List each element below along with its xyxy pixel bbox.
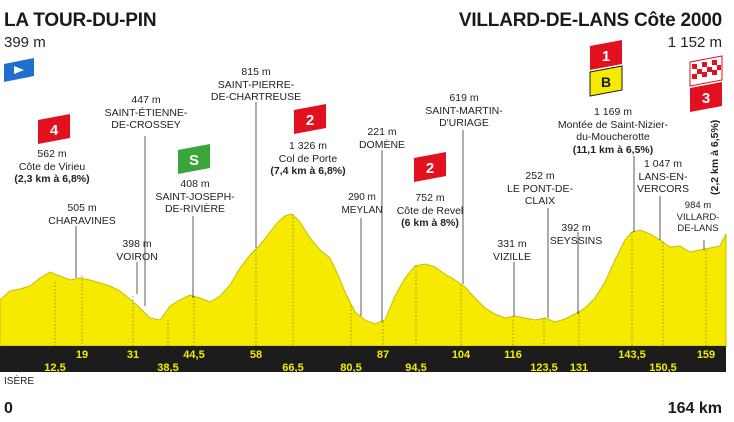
label-lans-en-vercors: 1 047 m LANS-EN- VERCORS — [637, 158, 689, 195]
svg-text:1: 1 — [602, 48, 610, 65]
label-leaders — [75, 102, 705, 322]
cat2-badge-porte: 2 — [294, 104, 326, 134]
finish-flag-icon — [689, 55, 723, 87]
label-domene: 221 m DOMÈNE — [358, 126, 406, 151]
svg-text:2: 2 — [426, 160, 434, 177]
label-vizille: 331 m VIZILLE — [493, 238, 531, 263]
svg-text:S: S — [189, 152, 199, 169]
finish-altitude: 1 152 m — [667, 34, 722, 51]
start-altitude: 399 m — [4, 34, 46, 51]
km-marker: 116 — [504, 349, 522, 361]
km-marker: 123,5 — [530, 362, 558, 374]
svg-text:B: B — [601, 74, 611, 90]
label-saint-nizier: 1 169 m Montée de Saint-Nizier-du-Moucher… — [557, 106, 669, 156]
label-virieu: 562 m Côte de Virieu (2,3 km à 6,8%) — [14, 148, 90, 185]
distance-start: 0 — [4, 400, 13, 417]
cat1-badge: 1 — [590, 40, 622, 70]
km-marker: 94,5 — [405, 362, 426, 374]
km-marker: 31 — [127, 349, 139, 361]
label-saint-pierre: 815 m SAINT-PIERRE- DE-CHARTREUSE — [210, 66, 302, 103]
region-label: ISÈRE — [4, 376, 35, 387]
km-ticks: 12,5 19 31 38,5 44,5 58 66,5 80,5 87 94,5 104 116 12… — [44, 349, 715, 374]
km-marker: 58 — [250, 349, 262, 361]
km-marker: 87 — [377, 349, 389, 361]
km-marker: 44,5 — [183, 349, 204, 361]
sprint-badge: S — [178, 144, 210, 174]
km-marker: 131 — [570, 362, 588, 374]
label-voiron: 398 m VOIRON — [116, 238, 158, 263]
svg-text:2: 2 — [306, 112, 314, 129]
label-meylan: 290 m MEYLAN — [341, 192, 383, 216]
label-pont-de-claix: 252 m LE PONT-DE- CLAIX — [507, 170, 573, 207]
start-flag-icon — [4, 58, 34, 82]
final-climb-detail: (2,2 km à 6,5%) — [709, 120, 721, 195]
distance-end: 164 km — [667, 400, 722, 417]
km-marker: 150,5 — [649, 362, 677, 374]
cat3-badge: 3 — [690, 82, 722, 112]
label-saint-martin: 619 m SAINT-MARTIN- D'URIAGE — [425, 92, 503, 129]
km-marker: 104 — [452, 349, 471, 361]
label-charavines: 505 m CHARAVINES — [48, 202, 116, 227]
label-seyssins: 392 m SEYSSINS — [549, 222, 603, 247]
km-marker: 19 — [76, 349, 88, 361]
label-saint-etienne: 447 m SAINT-ÉTIENNE- DE-CROSSEY — [104, 94, 188, 131]
km-marker: 38,5 — [157, 362, 178, 374]
cat2-badge-revel: 2 — [414, 152, 446, 182]
km-axis-band — [0, 346, 726, 372]
finish-town-title: VILLARD-DE-LANS Côte 2000 — [458, 10, 722, 31]
label-col-de-porte: 1 326 m Col de Porte (7,4 km à 6,8%) — [270, 140, 346, 177]
label-saint-joseph: 408 m SAINT-JOSEPH- DE-RIVIÈRE — [155, 178, 235, 215]
cat4-badge: 4 — [38, 114, 70, 144]
km-marker: 143,5 — [618, 349, 646, 361]
elevation-profile — [0, 213, 727, 347]
km-marker: 66,5 — [282, 362, 303, 374]
label-cote-de-revel: 752 m Côte de Revel (6 km à 8%) — [396, 192, 464, 229]
km-marker: 12,5 — [44, 362, 65, 374]
km-marker: 159 — [697, 349, 715, 361]
label-villard-de-lans: 984 m VILLARD- DE-LANS — [676, 200, 720, 234]
bonus-badge: B — [589, 65, 623, 97]
start-town-title: LA TOUR-DU-PIN — [4, 10, 157, 31]
grid-lines — [54, 214, 707, 346]
svg-text:3: 3 — [702, 90, 710, 107]
km-marker: 80,5 — [340, 362, 361, 374]
svg-text:4: 4 — [50, 122, 59, 139]
